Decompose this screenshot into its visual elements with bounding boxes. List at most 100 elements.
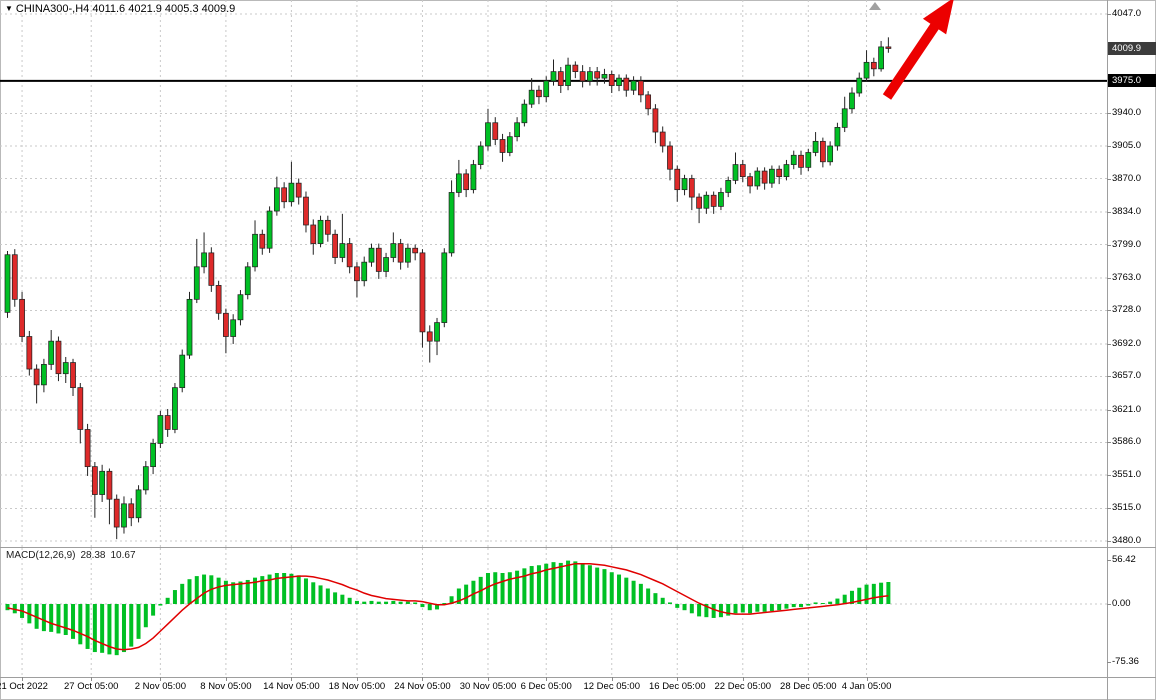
- time-axis-label: 14 Nov 05:00: [263, 681, 320, 692]
- candle-body: [48, 340, 55, 365]
- price-axis-label: 3515.0: [1112, 502, 1142, 514]
- macd-histogram-bar: [107, 604, 112, 655]
- candle-body: [41, 364, 47, 386]
- macd-histogram-bar: [638, 583, 643, 604]
- macd-histogram-bar: [806, 604, 811, 606]
- macd-histogram-bar: [813, 602, 818, 604]
- candle-body: [870, 61, 877, 70]
- candle-body: [550, 71, 557, 82]
- candle-body: [543, 80, 550, 98]
- candle-body: [434, 322, 440, 342]
- macd-histogram-bar: [551, 562, 556, 604]
- candle-body: [317, 219, 324, 244]
- candle-body: [121, 503, 127, 528]
- macd-histogram-bar: [617, 574, 622, 604]
- macd-histogram-bar: [500, 573, 505, 604]
- candle-body: [681, 178, 688, 191]
- macd-histogram-bar: [660, 597, 665, 604]
- macd-histogram-bar: [347, 597, 352, 604]
- macd-histogram-bar: [289, 573, 294, 604]
- macd-histogram-bar: [879, 582, 884, 604]
- candle-body: [688, 178, 695, 198]
- macd-histogram-bar: [151, 604, 156, 616]
- macd-name: MACD(12,26,9): [6, 550, 76, 561]
- macd-histogram-bar: [507, 572, 512, 604]
- candle-body: [33, 368, 40, 386]
- candle-body: [91, 466, 98, 495]
- symbol-ohlc-text: CHINA300-,H4 4011.6 4021.9 4005.3 4009.9: [15, 3, 236, 15]
- candle-body: [19, 298, 25, 337]
- macd-histogram-bar: [92, 604, 97, 653]
- candle-body: [390, 243, 397, 258]
- time-axis-tick: [546, 677, 548, 681]
- candle-body: [827, 145, 834, 163]
- macd-axis-tick: [1107, 604, 1111, 605]
- candle-body: [506, 136, 513, 153]
- macd-histogram-bar: [857, 587, 862, 604]
- candle-body: [106, 470, 113, 500]
- price-axis-label: 3586.0: [1112, 436, 1142, 448]
- candle-body: [856, 77, 863, 94]
- time-axis-tick: [808, 677, 810, 681]
- candle-body: [776, 168, 783, 178]
- candle-body: [725, 179, 732, 193]
- candle-body: [645, 94, 652, 110]
- macd-axis-label: 0.00: [1112, 598, 1131, 609]
- candle-body: [579, 71, 586, 82]
- candle-body: [412, 247, 419, 254]
- macd-histogram-bar: [136, 604, 141, 639]
- candle-body: [339, 243, 346, 258]
- time-axis-tick: [356, 677, 358, 681]
- candle-body: [659, 131, 666, 147]
- one-click-trading-toggle-icon[interactable]: ▼: [5, 4, 13, 13]
- candle-body: [565, 64, 571, 86]
- macd-histogram-bar: [12, 604, 17, 614]
- macd-axis-label: 56.42: [1112, 554, 1136, 566]
- macd-histogram-bar: [63, 604, 68, 635]
- macd-histogram-bar: [362, 601, 367, 604]
- macd-indicator-plot[interactable]: [0, 548, 1107, 677]
- candle-body: [142, 466, 149, 491]
- time-axis-tick: [22, 677, 24, 681]
- price-axis-label: 3480.0: [1112, 535, 1142, 546]
- candle-body: [448, 192, 455, 254]
- chart-shift-marker-icon[interactable]: [869, 2, 881, 10]
- candle-body: [281, 187, 288, 203]
- macd-histogram-bar: [733, 604, 738, 614]
- time-axis-tick: [422, 677, 424, 681]
- candle-body: [310, 224, 317, 244]
- candle-body: [186, 298, 193, 356]
- candle-body: [244, 266, 251, 296]
- time-axis-tick: [160, 677, 162, 681]
- panel-divider[interactable]: [0, 547, 1156, 548]
- candle-body: [841, 108, 848, 128]
- candle-body: [346, 243, 353, 268]
- candle-body: [361, 261, 368, 282]
- candle-body: [499, 139, 506, 153]
- trend-arrow-object[interactable]: [875, 0, 965, 105]
- candle-body: [536, 89, 542, 98]
- macd-axis-label: -75.36: [1112, 656, 1139, 668]
- time-axis-tick: [487, 677, 489, 681]
- macd-histogram-bar: [799, 604, 804, 608]
- candle-body: [798, 154, 804, 168]
- macd-histogram-bar: [740, 604, 745, 613]
- macd-histogram-bar: [536, 565, 541, 604]
- candle-body: [623, 77, 630, 91]
- macd-histogram-bar: [318, 585, 323, 604]
- candle-body: [11, 254, 18, 300]
- macd-histogram-bar: [835, 598, 840, 604]
- candle-body: [718, 192, 724, 207]
- candle-body: [332, 233, 338, 258]
- macd-histogram-bar: [143, 604, 148, 628]
- price-chart-plot[interactable]: [0, 0, 1107, 547]
- candle-body: [397, 243, 404, 263]
- macd-histogram-bar: [675, 604, 680, 608]
- macd-histogram-bar: [56, 604, 61, 634]
- macd-histogram-bar: [369, 600, 374, 604]
- candle-body: [594, 71, 601, 79]
- candle-body: [273, 187, 280, 212]
- candle-body: [652, 108, 659, 133]
- macd-histogram-bar: [354, 600, 359, 604]
- time-axis-tick: [91, 677, 93, 681]
